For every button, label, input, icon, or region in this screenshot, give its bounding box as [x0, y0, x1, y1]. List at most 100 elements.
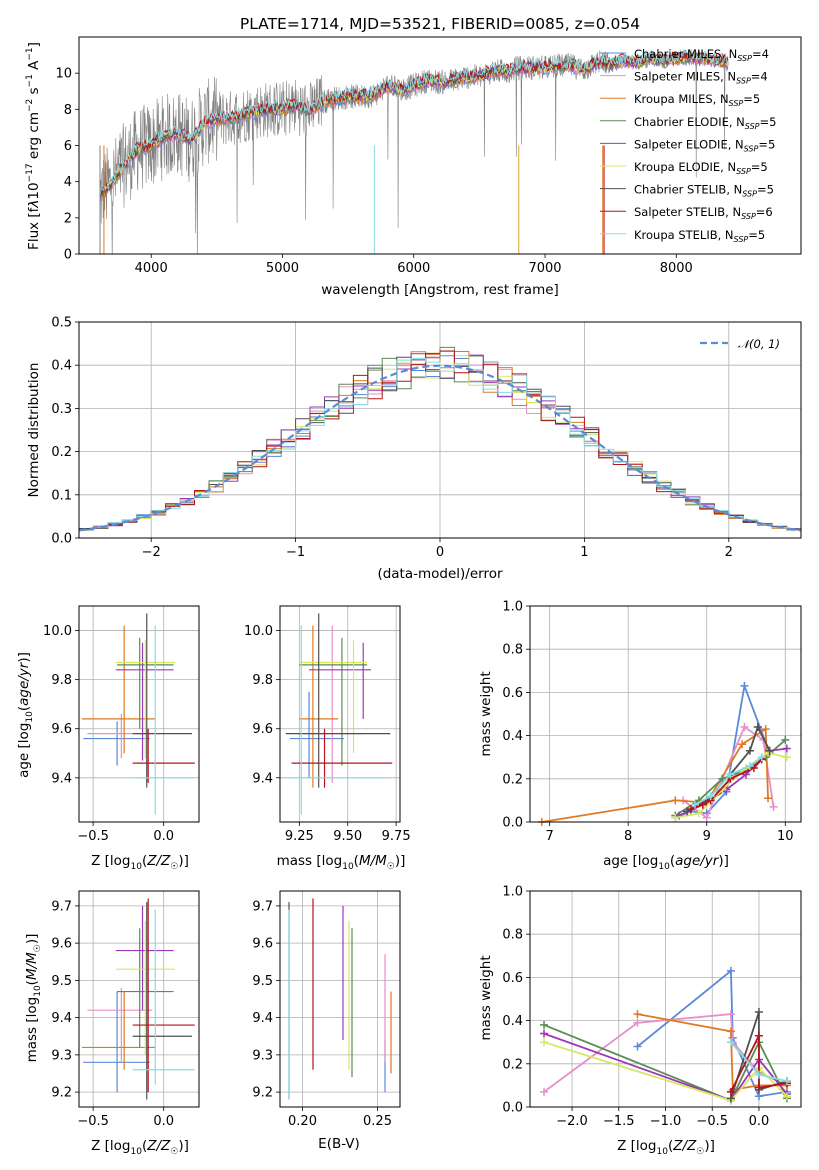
line-salpeter-stelib — [730, 1035, 788, 1093]
y-tick-label: 1.0 — [502, 885, 523, 900]
marker-kroupa-stelib — [757, 753, 766, 762]
y-tick-label: 9.4 — [252, 771, 273, 786]
mass-z-panel: −0.5 0.0 9.2 9.3 9.4 9.5 9.6 9.7 Z [log10(Z/Z☉)… — [24, 890, 200, 1157]
residual-x-label: (data-model)/error — [377, 566, 503, 582]
age-z-plot-area: −0.5 0.0 9.4 9.6 9.8 10.0 — [43, 605, 200, 844]
spectrum-x-label: wavelength [Angstrom, rest frame] — [321, 282, 559, 298]
y-tick-label: 9.6 — [252, 937, 273, 952]
x-tick-label: 8 — [624, 829, 632, 844]
legend-label-normal: 𝒩(0, 1) — [738, 337, 780, 351]
marker-salpeter-stelib — [698, 800, 707, 809]
y-tick-label: 0.8 — [502, 643, 523, 658]
marker-salpeter-stelib — [726, 1087, 735, 1096]
marker-kroupa-miles — [671, 796, 680, 805]
x-tick-label: −2.0 — [556, 1114, 588, 1129]
age-mass-panel: 9.25 9.50 9.75 9.4 9.6 9.8 10.0 mass [log10(M/… — [244, 605, 411, 872]
x-tick-label: −1.5 — [603, 1114, 635, 1129]
weight-z-panel: −2.0 −1.5 −1.0 −0.5 0.0 0.0 0.2 0.4 0.6 0.8 1.0 Z … — [478, 885, 802, 1157]
marker-salpeter-elodie — [782, 744, 791, 753]
marker-salpeter-miles — [633, 1018, 642, 1027]
marker-kroupa-stelib — [782, 1077, 791, 1086]
y-tick-label: 9.5 — [51, 974, 72, 989]
marker-salpeter-miles — [769, 802, 778, 811]
y-tick-label: 0.4 — [502, 1014, 523, 1029]
legend-label-salpeter-stelib: Salpeter STELIB, NSSP=6 — [634, 205, 773, 221]
x-tick-label: 0.0 — [153, 1114, 174, 1129]
residual-y-label: Normed distribution — [26, 363, 42, 498]
axes-frame — [78, 890, 200, 1108]
y-tick-label: 1.0 — [502, 600, 523, 615]
spectrum-y-label: Flux [fλ10−17 erg cm−2 s−1 A−1] — [25, 42, 42, 250]
marker-salpeter-stelib — [754, 1083, 763, 1092]
x-tick-label: 0.0 — [153, 829, 174, 844]
axes-frame — [78, 605, 200, 823]
line-salpeter-elodie — [543, 1032, 788, 1102]
marker-kroupa-miles — [726, 1027, 735, 1036]
x-tick-label: 0.20 — [288, 1114, 317, 1129]
legend-label-chabrier-elodie: Chabrier ELODIE, NSSP=5 — [634, 115, 776, 131]
y-tick-label: 0.0 — [502, 1101, 523, 1116]
x-tick-label: 5000 — [266, 261, 299, 276]
y-tick-label: 0.0 — [51, 532, 72, 547]
x-tick-label: 0 — [436, 545, 444, 560]
y-tick-label: 9.6 — [51, 937, 72, 952]
legend-label-kroupa-miles: Kroupa MILES, NSSP=5 — [634, 92, 760, 108]
line-chabrier-miles — [674, 682, 771, 819]
y-tick-label: 9.2 — [252, 1086, 273, 1101]
x-tick-label: −1.0 — [650, 1114, 682, 1129]
x-tick-label: −2 — [142, 545, 161, 560]
age-z-panel: −0.5 0.0 9.4 9.6 9.8 10.0 Z [log10(Z/Z☉)] age… — [16, 605, 200, 872]
marker-kroupa-elodie — [782, 1092, 791, 1101]
y-tick-label: 0 — [64, 248, 72, 263]
spectrum-panel: PLATE=1714, MJD=53521, FIBERID=0085, z=0… — [25, 15, 802, 298]
spectrum-legend: Chabrier MILES, NSSP=4 Salpeter MILES, NS… — [600, 47, 776, 244]
x-tick-label: −0.5 — [696, 1114, 728, 1129]
y-tick-label: 0.4 — [51, 359, 72, 374]
mass-ebv-plot-area: 0.20 0.25 9.2 9.3 9.4 9.5 9.6 9.7 — [252, 890, 401, 1129]
y-tick-label: 9.6 — [51, 722, 72, 737]
model-line-salpeter-stelib — [99, 50, 729, 197]
marker-kroupa-elodie — [782, 753, 791, 762]
marker-chabrier-stelib — [754, 1007, 763, 1016]
y-tick-label: 10.0 — [244, 624, 273, 639]
x-tick-label: 4000 — [135, 261, 168, 276]
y-tick-label: 10.0 — [43, 624, 72, 639]
y-tick-label: 9.8 — [252, 673, 273, 688]
marker-kroupa-stelib — [690, 800, 699, 809]
marker-chabrier-stelib — [753, 722, 762, 731]
y-tick-label: 0.2 — [51, 445, 72, 460]
line-salpeter-miles — [543, 1013, 788, 1093]
mass-z-plot-area: −0.5 0.0 9.2 9.3 9.4 9.5 9.6 9.7 — [51, 890, 200, 1129]
marker-kroupa-stelib — [745, 761, 754, 770]
x-tick-label: 2 — [725, 545, 733, 560]
weight-z-x-label: Z [log10(Z/Z☉)] — [617, 1138, 715, 1157]
marker-kroupa-stelib — [726, 1038, 735, 1047]
mass-y-label: mass [log10(M/M☉)] — [24, 934, 43, 1063]
line-chabrier-elodie — [543, 1024, 788, 1102]
y-tick-label: 9.4 — [252, 1011, 273, 1026]
y-tick-label: 6 — [64, 139, 72, 154]
marker-chabrier-miles — [740, 681, 749, 690]
model-line-kroupa-stelib — [99, 48, 729, 198]
y-tick-label: 9.7 — [51, 899, 72, 914]
y-tick-label: 0.6 — [502, 686, 523, 701]
marker-kroupa-miles — [761, 725, 770, 734]
legend-label-kroupa-elodie: Kroupa ELODIE, NSSP=5 — [634, 160, 768, 176]
age-z-x-label: Z [log10(Z/Z☉)] — [91, 853, 189, 872]
line-salpeter-miles — [682, 725, 775, 820]
marker-salpeter-miles — [540, 1087, 549, 1096]
y-tick-label: 0.2 — [502, 772, 523, 787]
y-tick-label: 8 — [64, 103, 72, 118]
weight-age-plot-area: 7 8 9 10 0.0 0.2 0.4 0.6 0.8 1.0 — [502, 600, 802, 844]
marker-kroupa-elodie — [671, 813, 680, 822]
x-tick-label: 10 — [777, 829, 794, 844]
weight-z-plot-area: −2.0 −1.5 −1.0 −0.5 0.0 0.0 0.2 0.4 0.6 0.8 1.0 — [502, 885, 802, 1129]
residual-panel: −2 −1 0 1 2 0.0 0.1 0.2 0.3 0.4 0.5 𝒩(0, 1) (data-m… — [26, 316, 802, 582]
marker-kroupa-miles — [764, 794, 773, 803]
marker-chabrier-miles — [726, 966, 735, 975]
y-tick-label: 0.4 — [502, 729, 523, 744]
y-tick-label: 10 — [55, 67, 72, 82]
marker-salpeter-miles — [740, 722, 749, 731]
legend-label-chabrier-stelib: Chabrier STELIB, NSSP=5 — [634, 183, 774, 199]
y-tick-label: 0.1 — [51, 488, 72, 503]
